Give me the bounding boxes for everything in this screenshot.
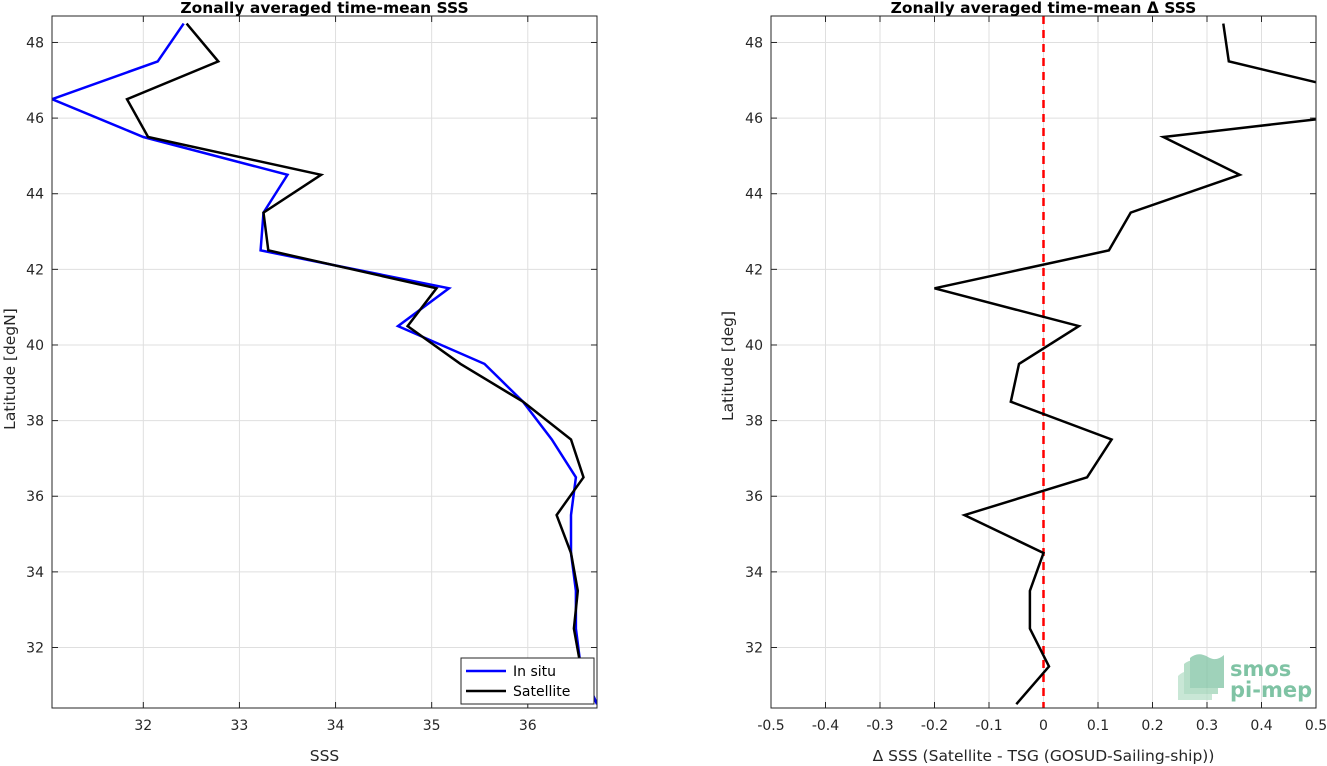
left-y-axis-label: Latitude [degN]	[1, 308, 19, 430]
right-chart-title: Zonally averaged time-mean Δ SSS	[891, 0, 1197, 17]
left-series-line-in-situ	[52, 22, 597, 705]
right-y-tick-label: 46	[745, 111, 763, 127]
right-y-tick-label: 40	[745, 338, 763, 354]
left-y-tick-label: 38	[26, 414, 44, 430]
right-x-tick-label: 0.3	[1196, 718, 1218, 734]
right-x-tick-label: -0.4	[812, 718, 839, 734]
left-series	[52, 22, 597, 705]
right-axes-box	[770, 15, 1317, 709]
right-x-tick-label: -0.5	[757, 718, 784, 734]
watermark-text-pi-mep: pi-mep	[1230, 678, 1312, 702]
left-grid	[52, 16, 597, 708]
legend-label-satellite: Satellite	[513, 684, 570, 700]
left-y-tick-label: 36	[26, 489, 44, 505]
right-y-tick-label: 42	[745, 262, 763, 278]
left-y-tick-label: 48	[26, 35, 44, 51]
right-x-tick-label: 0.4	[1250, 718, 1272, 734]
left-x-axis-label: SSS	[310, 747, 340, 765]
right-y-axis-label: Latitude [deg]	[719, 311, 737, 421]
right-x-tick-label: 0.5	[1305, 718, 1327, 734]
left-legend: In situ Satellite	[460, 657, 595, 705]
left-y-tick-label: 34	[26, 565, 44, 581]
left-y-tick-label: 32	[26, 640, 44, 656]
left-panel: 32 33 34 35 36 32 34 36 38 40 42 44 46 48 Zonally ave…	[1, 0, 598, 765]
left-y-tick-label: 44	[26, 187, 44, 203]
right-x-tick-label: -0.3	[866, 718, 893, 734]
left-x-tick-label: 36	[519, 718, 537, 734]
right-x-tick-label: 0.2	[1141, 718, 1163, 734]
left-y-tick-label: 42	[26, 262, 44, 278]
right-ticks: -0.5 -0.4 -0.3 -0.2 -0.1 0 0.1 0.2 0.3 0.4 0.5 32 34…	[745, 16, 1327, 734]
right-series-line-delta-sss	[934, 23, 1316, 706]
left-ticks: 32 33 34 35 36 32 34 36 38 40 42 44 46 48	[26, 16, 597, 734]
left-plot-area	[52, 16, 597, 708]
watermark-logo: smos pi-mep	[1178, 654, 1312, 702]
right-panel: -0.5 -0.4 -0.3 -0.2 -0.1 0 0.1 0.2 0.3 0.4 0.5 32 34…	[719, 0, 1327, 765]
right-x-tick-label: -0.1	[975, 718, 1002, 734]
left-chart-title: Zonally averaged time-mean SSS	[180, 0, 468, 17]
right-x-tick-label: -0.2	[921, 718, 948, 734]
left-y-tick-label: 46	[26, 111, 44, 127]
watermark-text-smos: smos	[1230, 657, 1291, 681]
left-y-tick-label: 40	[26, 338, 44, 354]
right-y-tick-label: 48	[745, 35, 763, 51]
left-x-tick-label: 33	[231, 718, 249, 734]
right-y-tick-label: 36	[745, 489, 763, 505]
left-x-tick-label: 32	[134, 718, 152, 734]
left-series-line-satellite	[125, 22, 595, 705]
right-x-tick-label: 0	[1039, 718, 1048, 734]
left-x-tick-label: 34	[327, 718, 345, 734]
legend-label-in-situ: In situ	[513, 664, 556, 680]
right-y-tick-label: 34	[745, 565, 763, 581]
right-y-tick-label: 44	[745, 187, 763, 203]
right-y-tick-label: 38	[745, 414, 763, 430]
watermark-wave-icon	[1178, 654, 1224, 700]
left-x-tick-label: 35	[423, 718, 441, 734]
right-x-axis-label: Δ SSS (Satellite - TSG (GOSUD-Sailing-sh…	[873, 747, 1215, 765]
legend-box	[460, 657, 595, 705]
right-x-tick-label: 0.1	[1087, 718, 1109, 734]
right-series	[934, 16, 1316, 708]
left-axes-box	[51, 15, 598, 709]
right-y-tick-label: 32	[745, 640, 763, 656]
